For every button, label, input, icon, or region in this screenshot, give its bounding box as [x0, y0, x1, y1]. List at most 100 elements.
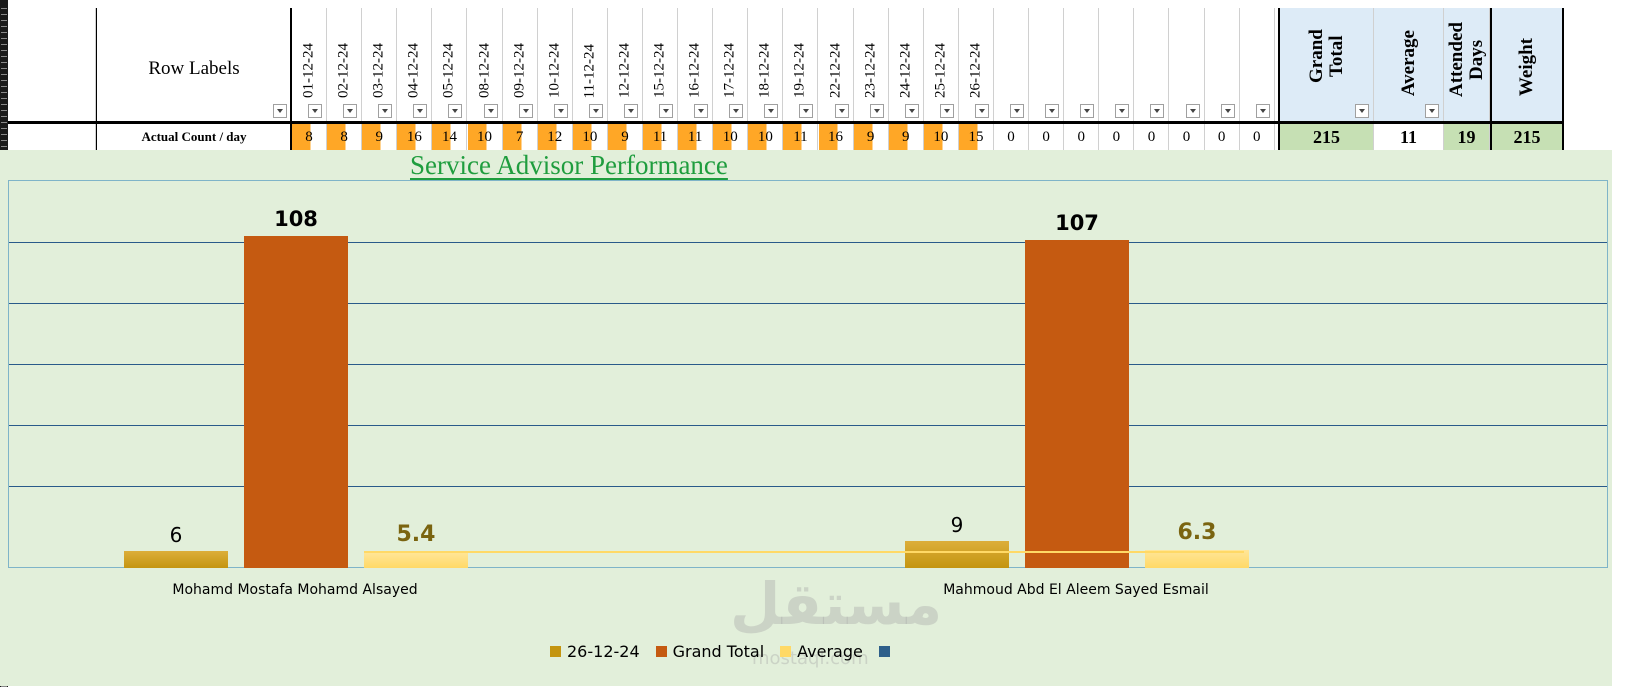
- pivot-table: Row Labels Actual Count / day 01-12-24 8 0…: [8, 0, 1648, 150]
- row-tick: [1, 62, 7, 63]
- row-tick: [1, 134, 7, 135]
- average-header-label: Average: [1397, 29, 1419, 96]
- column-filter-button[interactable]: [799, 104, 814, 118]
- date-column-label: 25-12-24: [932, 43, 949, 98]
- bar-grand-total[interactable]: [1025, 239, 1129, 568]
- row-labels-filter-button[interactable]: [273, 104, 287, 118]
- date-column-label: 18-12-24: [756, 43, 773, 98]
- daily-count-cell: 10: [748, 124, 784, 150]
- column-filter-button[interactable]: [834, 104, 849, 118]
- row-tick: [1, 56, 7, 57]
- grand-total-header: Grand Total: [1278, 8, 1374, 122]
- average-filter-button[interactable]: [1425, 104, 1439, 118]
- legend-swatch-extra: [878, 646, 890, 657]
- row-labels-header: Row Labels: [96, 8, 292, 122]
- grand-total-sort-button[interactable]: [1355, 104, 1369, 118]
- gridline: [9, 486, 1607, 487]
- empty-column-header: [1204, 8, 1240, 122]
- column-filter-button[interactable]: [1185, 104, 1200, 118]
- date-column-header: 15-12-24: [643, 8, 679, 122]
- empty-count-cell: 0: [1134, 124, 1170, 150]
- date-column-label: 01-12-24: [300, 43, 317, 98]
- empty-count-cell: 0: [1029, 124, 1065, 150]
- date-column-header: 22-12-24: [818, 8, 854, 122]
- column-filter-button[interactable]: [904, 104, 919, 118]
- bar-grand-total[interactable]: [244, 236, 348, 568]
- date-column-header: 05-12-24: [432, 8, 468, 122]
- chart-title: Service Advisor Performance: [410, 150, 728, 180]
- column-filter-button[interactable]: [1080, 104, 1095, 118]
- column-filter-button[interactable]: [1150, 104, 1165, 118]
- row-tick: [1, 92, 7, 93]
- column-filter-button[interactable]: [378, 104, 393, 118]
- date-column-header: 18-12-24: [748, 8, 784, 122]
- column-filter-button[interactable]: [659, 104, 674, 118]
- empty-column-header: [1029, 8, 1065, 122]
- empty-column-header: [1134, 8, 1170, 122]
- column-filter-button[interactable]: [1045, 104, 1060, 118]
- plot-area: 6 108 5.4 9 107 6.3: [8, 180, 1608, 568]
- column-filter-button[interactable]: [1010, 104, 1025, 118]
- date-column-label: 16-12-24: [686, 43, 703, 98]
- legend-swatch: [550, 646, 561, 657]
- corner-cell: [8, 8, 96, 122]
- date-column-label: 11-12-24: [581, 43, 598, 98]
- date-column-label: 04-12-24: [405, 43, 422, 98]
- average-header: Average: [1374, 8, 1444, 122]
- column-filter-button[interactable]: [448, 104, 463, 118]
- gridline: [9, 364, 1607, 365]
- date-column-header: 03-12-24: [362, 8, 398, 122]
- column-filter-button[interactable]: [553, 104, 568, 118]
- daily-count-cell: 16: [818, 124, 854, 150]
- date-column-header: 24-12-24: [888, 8, 924, 122]
- date-column-label: 10-12-24: [546, 43, 563, 98]
- legend-item[interactable]: Grand Total: [655, 642, 765, 661]
- date-column-label: 22-12-24: [827, 43, 844, 98]
- column-filter-button[interactable]: [939, 104, 954, 118]
- bar-26-12-24[interactable]: [905, 541, 1009, 568]
- row-tick: [1, 50, 7, 51]
- daily-count-cell: 10: [572, 124, 608, 150]
- daily-count-cell: 11: [783, 124, 819, 150]
- row-tick: [1, 38, 7, 39]
- column-filter-button[interactable]: [308, 104, 323, 118]
- data-label: 9: [950, 513, 964, 538]
- legend-item[interactable]: Average: [780, 642, 863, 661]
- column-filter-button[interactable]: [694, 104, 709, 118]
- date-column-header: 02-12-24: [327, 8, 363, 122]
- date-column-label: 19-12-24: [791, 43, 808, 98]
- column-filter-button[interactable]: [413, 104, 428, 118]
- row-tick: [1, 116, 7, 117]
- bar-average[interactable]: [1145, 549, 1249, 568]
- date-column-header: 08-12-24: [467, 8, 503, 122]
- legend-item[interactable]: 26-12-24: [550, 642, 640, 661]
- weight-header-label: Weight: [1516, 37, 1537, 96]
- column-filter-button[interactable]: [729, 104, 744, 118]
- column-filter-button[interactable]: [764, 104, 779, 118]
- column-filter-button[interactable]: [623, 104, 638, 118]
- legend-label: Grand Total: [672, 642, 765, 661]
- column-filter-button[interactable]: [869, 104, 884, 118]
- row-tick: [1, 20, 7, 21]
- empty-column-header: [1239, 8, 1275, 122]
- bar-average[interactable]: [364, 552, 468, 568]
- bar-26-12-24[interactable]: [124, 550, 228, 568]
- column-filter-button[interactable]: [588, 104, 603, 118]
- chart-area[interactable]: Service Advisor Performance 6 108 5.4 9 107 6…: [0, 150, 1612, 686]
- attended-days-value: 19: [1444, 124, 1490, 150]
- average-line: [364, 550, 1244, 553]
- column-filter-button[interactable]: [1220, 104, 1235, 118]
- row-tick: [1, 86, 7, 87]
- empty-count-cell: 0: [1064, 124, 1100, 150]
- grand-total-value: 215: [1278, 124, 1374, 150]
- date-column-header: 25-12-24: [923, 8, 959, 122]
- column-filter-button[interactable]: [483, 104, 498, 118]
- column-filter-button[interactable]: [1255, 104, 1270, 118]
- data-label: 6.3: [1177, 519, 1217, 545]
- empty-count-cell: 0: [994, 124, 1030, 150]
- column-filter-button[interactable]: [518, 104, 533, 118]
- column-filter-button[interactable]: [974, 104, 989, 118]
- column-filter-button[interactable]: [1115, 104, 1130, 118]
- date-column-header: 16-12-24: [678, 8, 714, 122]
- column-filter-button[interactable]: [343, 104, 358, 118]
